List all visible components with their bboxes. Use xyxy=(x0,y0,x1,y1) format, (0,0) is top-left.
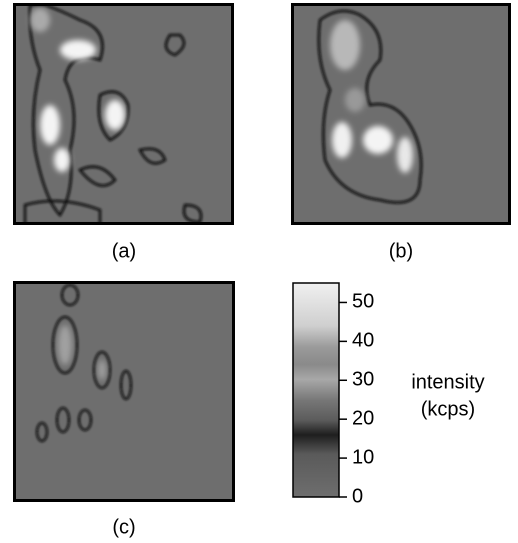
panel-label: (b) xyxy=(389,240,413,262)
colorbar-tick-label: 50 xyxy=(352,291,374,313)
colorbar-tick-label: 40 xyxy=(352,330,374,352)
colorbar-tick-label: 30 xyxy=(352,369,374,391)
panel-label: (c) xyxy=(112,516,135,538)
colorbar-label: intensity xyxy=(411,371,484,393)
panel-label: (a) xyxy=(112,240,136,262)
colorbar-label: (kcps) xyxy=(421,398,475,420)
colorbar-tick-label: 20 xyxy=(352,407,374,429)
colorbar-tick-label: 0 xyxy=(352,485,363,507)
colorbar-scale xyxy=(292,282,340,498)
image-panel-b xyxy=(291,3,511,225)
colorbar xyxy=(292,282,340,498)
image-panel-a xyxy=(13,3,234,225)
image-panel-c xyxy=(13,281,235,502)
colorbar-tick-label: 10 xyxy=(352,446,374,468)
